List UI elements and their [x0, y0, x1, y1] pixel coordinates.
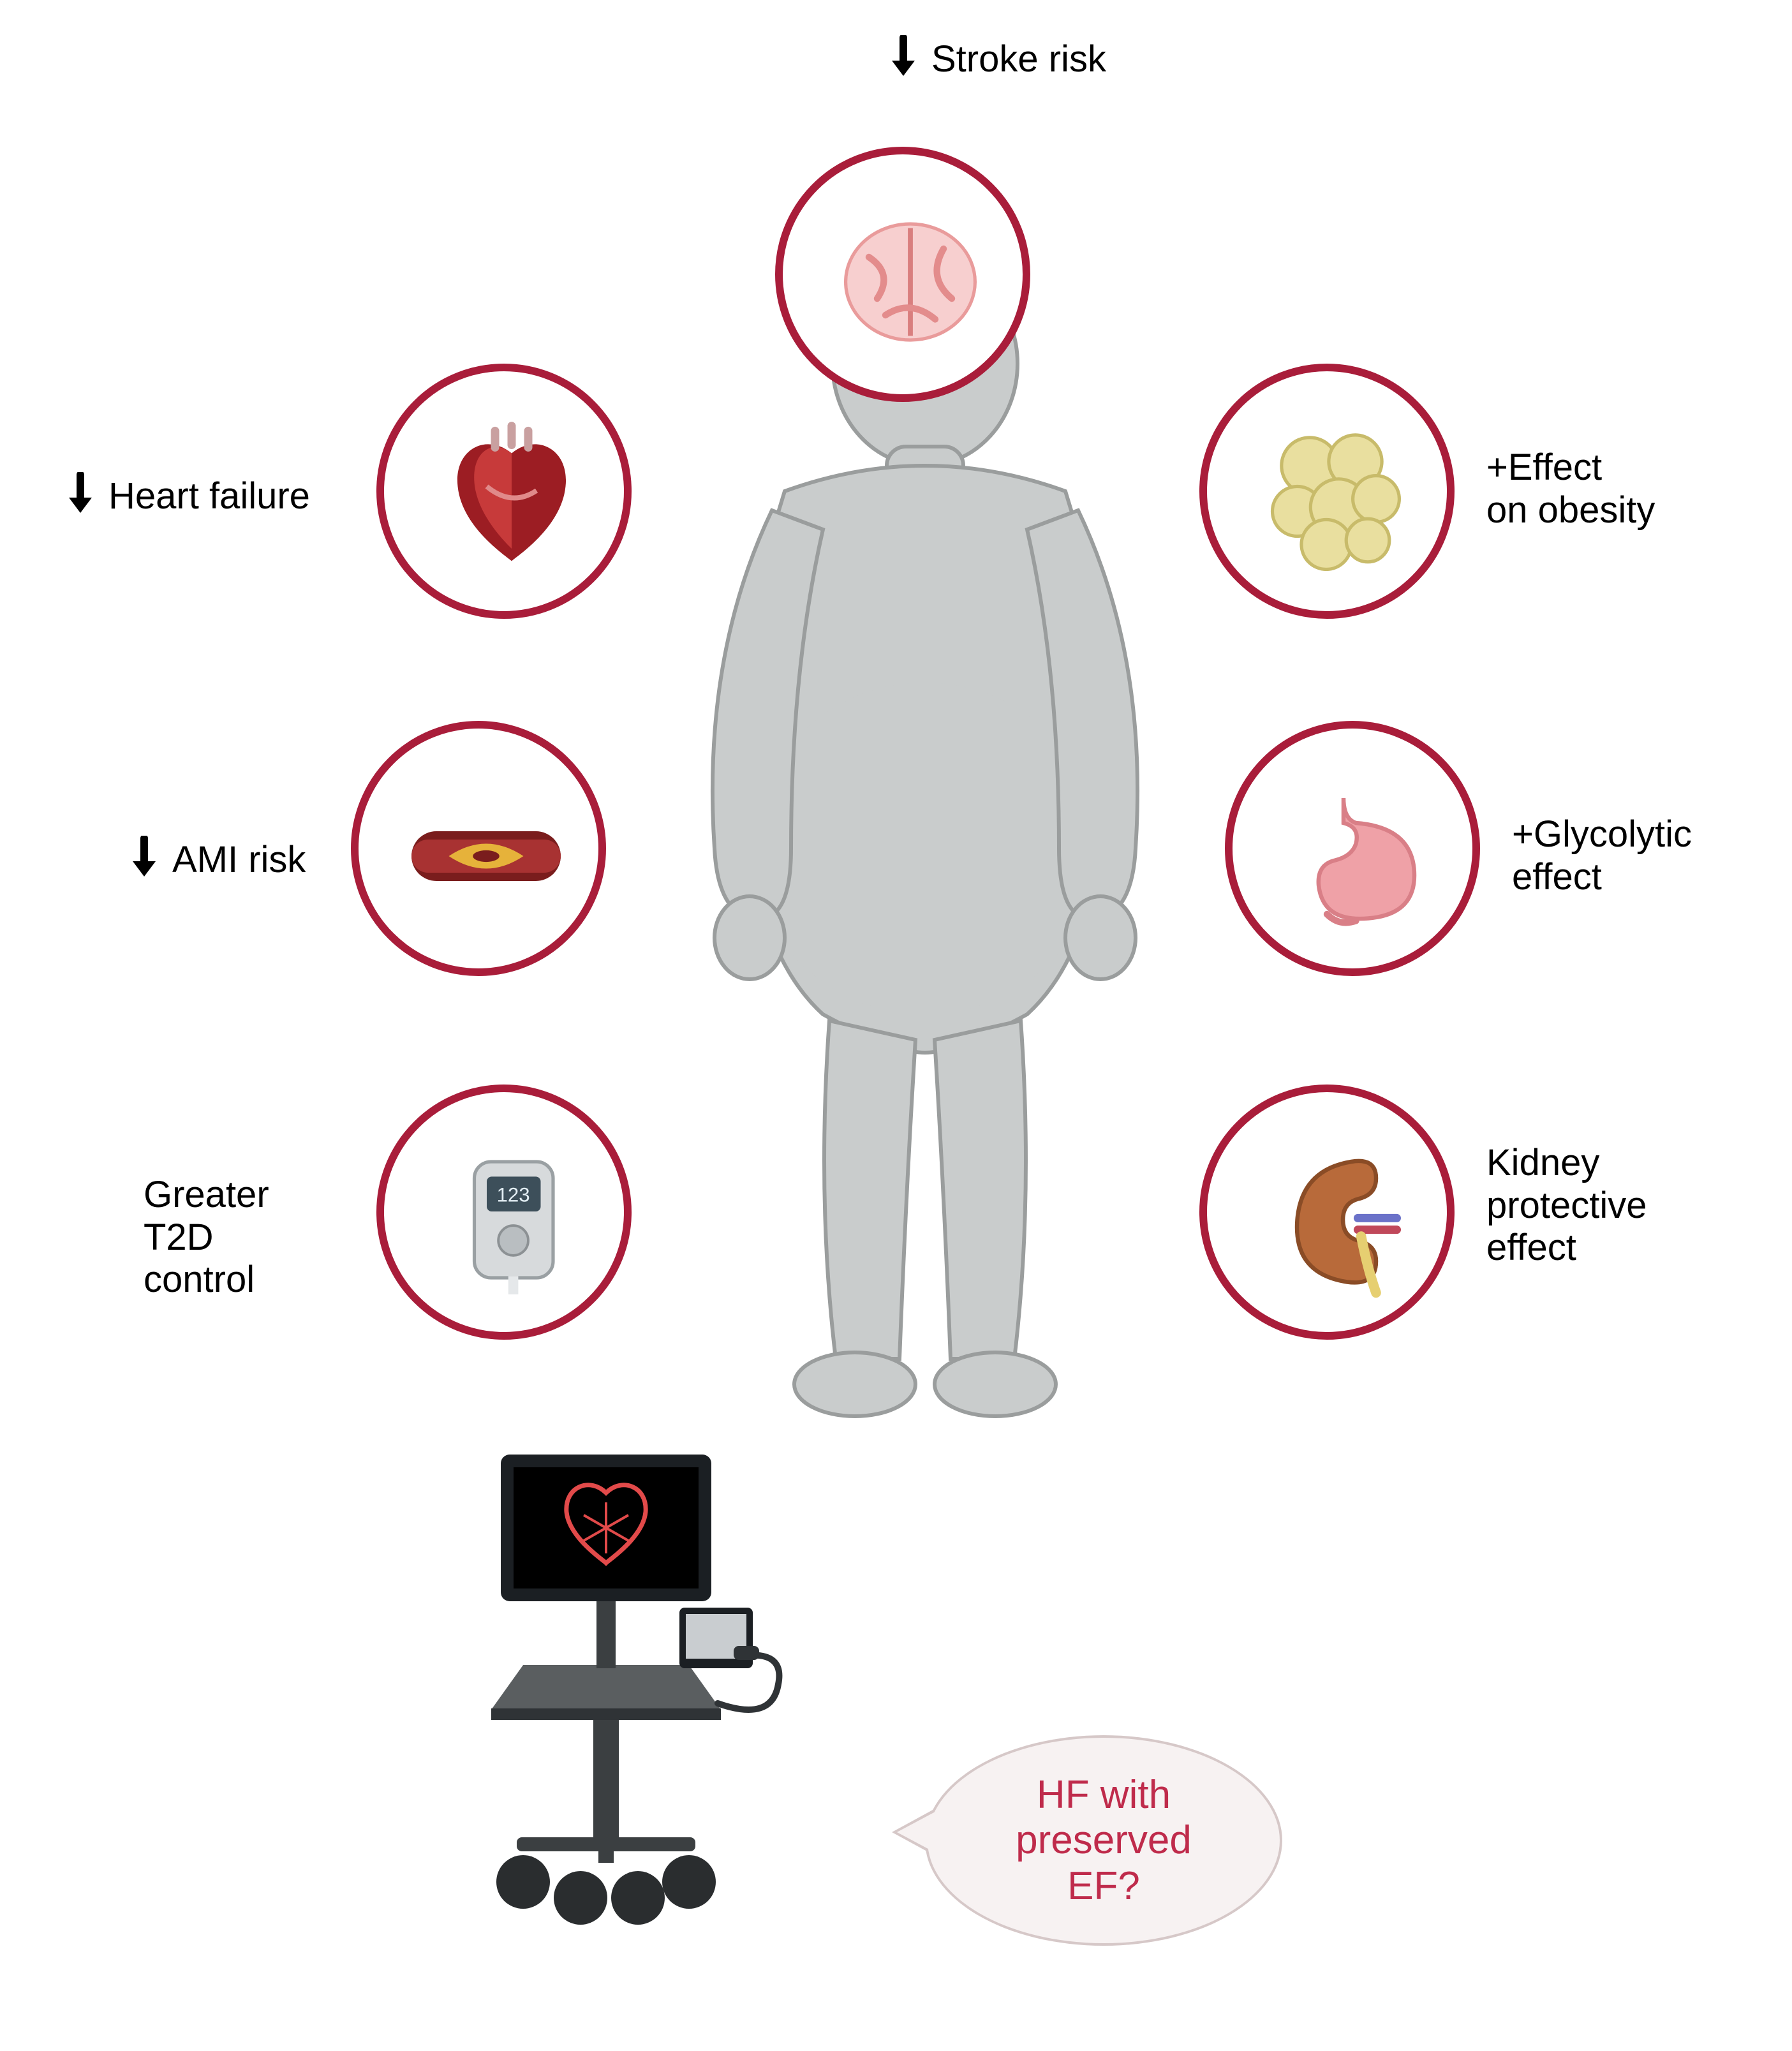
down-arrow-icon [128, 836, 161, 882]
ultrasound-machine [389, 1442, 823, 1927]
speech-bubble-tail [897, 1812, 935, 1853]
down-arrow-icon [64, 472, 97, 518]
brain-icon [827, 199, 993, 368]
node-circle-glycolytic [1225, 721, 1480, 976]
node-label-ami-risk: AMI risk [172, 839, 306, 882]
node-circle-t2d-control: 123 [376, 1085, 632, 1340]
node-circle-kidney [1199, 1085, 1455, 1340]
node-label-glycolytic: +Glycolyticeffect [1512, 813, 1692, 898]
node-circle-ami-risk [351, 721, 606, 976]
node-circle-heart-failure [376, 364, 632, 619]
node-label-t2d-control: GreaterT2Dcontrol [144, 1174, 269, 1301]
node-label-heart-failure: Heart failure [108, 475, 310, 518]
artery-icon [403, 773, 569, 942]
node-label-stroke: Stroke risk [931, 38, 1106, 81]
stomach-icon [1277, 773, 1443, 942]
svg-text:123: 123 [497, 1183, 530, 1206]
fat-cells-icon [1252, 416, 1418, 585]
node-circle-obesity [1199, 364, 1455, 619]
down-arrow-icon [887, 35, 920, 81]
speech-bubble-text: HF withpreservedEF? [1016, 1772, 1192, 1909]
glucometer-icon: 123 [429, 1137, 595, 1306]
heart-icon [429, 416, 595, 585]
speech-bubble: HF withpreservedEF? [925, 1735, 1282, 1946]
node-label-obesity: +Effecton obesity [1486, 447, 1655, 531]
infographic-canvas: Stroke risk Heart failure AMI risk 123 Great… [0, 0, 1792, 2051]
kidney-icon [1252, 1137, 1418, 1306]
node-circle-stroke [775, 147, 1030, 402]
body-silhouette [663, 274, 1187, 1435]
node-label-kidney: Kidneyprotectiveeffect [1486, 1142, 1647, 1270]
